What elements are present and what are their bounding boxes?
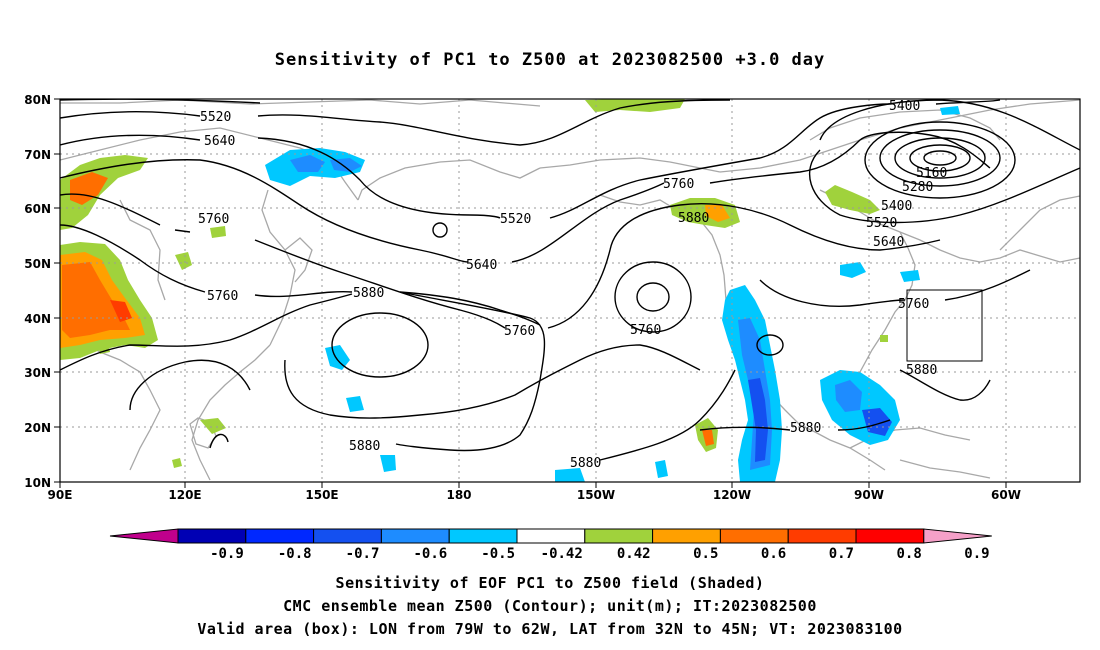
contour-label: 5880 <box>353 286 384 301</box>
valid-area-box <box>906 289 983 362</box>
closed-contours <box>331 99 1080 378</box>
contour-label: 5880 <box>349 439 380 454</box>
lon-label: 150E <box>305 488 338 502</box>
colorbar-label: 0.8 <box>897 546 922 562</box>
lon-label: 120W <box>713 488 751 502</box>
chart-title: Sensitivity of PC1 to Z500 at 2023082500… <box>274 50 826 70</box>
lat-label: 60N <box>24 202 51 216</box>
contour-label: 5760 <box>898 297 929 312</box>
lat-label: 80N <box>24 93 51 107</box>
colorbar-segment <box>313 528 382 544</box>
lon-label: 90E <box>48 488 73 502</box>
contour-label: 5400 <box>889 99 920 114</box>
colorbar-label: 0.9 <box>964 546 989 562</box>
lon-label: 150W <box>577 488 615 502</box>
contour-label: 5520 <box>500 212 531 227</box>
contour-label: 5760 <box>207 289 238 304</box>
contour-label: 5760 <box>630 323 661 338</box>
contour-label: 5640 <box>466 258 497 273</box>
colorbar-label: -0.7 <box>346 546 380 562</box>
colorbar-segment <box>516 528 586 544</box>
colorbar-label: -0.42 <box>541 546 583 562</box>
colorbar-segment <box>380 528 450 544</box>
contour-label: 5880 <box>678 211 709 226</box>
lon-label: 60W <box>991 488 1021 502</box>
lat-label: 20N <box>24 421 51 435</box>
shading-negative <box>265 106 960 482</box>
axis-ticks <box>54 98 1007 488</box>
contour-label: 5760 <box>198 212 229 227</box>
colorbar-segment <box>448 528 518 544</box>
contour-label: 5400 <box>881 199 912 214</box>
contour-label: 5520 <box>866 216 897 231</box>
lat-label: 30N <box>24 366 51 380</box>
colorbar-label: 0.6 <box>761 546 786 562</box>
lat-labels: 80N 70N 60N 50N 40N 30N 20N 10N <box>24 93 51 490</box>
contour-label: 5760 <box>663 177 694 192</box>
colorbar-label: -0.6 <box>413 546 447 562</box>
contour-label: 5640 <box>873 235 904 250</box>
colorbar-label: -0.8 <box>278 546 312 562</box>
lon-label: 120E <box>168 488 201 502</box>
shading-positive <box>60 99 888 468</box>
colorbar-label: 0.7 <box>829 546 854 562</box>
lon-labels: 90E 120E 150E 180 150W 120W 90W 60W <box>48 488 1021 502</box>
lon-label: 90W <box>854 488 884 502</box>
contour-label: 5880 <box>906 363 937 378</box>
z500-contours <box>60 99 1001 461</box>
colorbar-label: -0.5 <box>481 546 515 562</box>
colorbar-label: 0.5 <box>693 546 718 562</box>
colorbar-arrow-left <box>109 528 179 544</box>
colorbar-label: 0.42 <box>617 546 651 562</box>
colorbar-segment <box>787 528 857 544</box>
colorbar-label: -0.9 <box>210 546 244 562</box>
colorbar-segment <box>719 528 789 544</box>
contour-label: 5640 <box>204 134 235 149</box>
contour-label: 5760 <box>504 324 535 339</box>
caption-valid-area: Valid area (box): LON from 79W to 62W, L… <box>197 620 903 638</box>
contour-label: 5520 <box>200 110 231 125</box>
lon-label: 180 <box>446 488 471 502</box>
colorbar-segment <box>584 528 654 544</box>
contour-label: 5280 <box>902 180 933 195</box>
colorbar: -0.9 -0.8 -0.7 -0.6 -0.5 -0.42 0.42 0.5 0.6 0.7 0.… <box>109 528 992 562</box>
colorbar-segment <box>652 528 721 544</box>
contour-label: 5880 <box>570 456 601 471</box>
caption-shading: Sensitivity of EOF PC1 to Z500 field (Sh… <box>335 574 765 592</box>
lat-label: 50N <box>24 257 51 271</box>
colorbar-arrow-right <box>923 528 992 544</box>
lat-label: 40N <box>24 312 51 326</box>
contour-label: 5160 <box>916 166 947 181</box>
caption-contour: CMC ensemble mean Z500 (Contour); unit(m… <box>283 597 817 615</box>
lat-label: 70N <box>24 148 51 162</box>
contour-label: 5880 <box>790 421 821 436</box>
lat-label: 10N <box>24 476 51 490</box>
colorbar-segment <box>177 528 247 544</box>
colorbar-segment <box>855 528 925 544</box>
contour-labels: 5400 5520 5640 5160 5280 5400 5520 5640 … <box>198 99 947 471</box>
plot-frame <box>59 98 1081 483</box>
gridlines <box>60 99 1080 482</box>
colorbar-segment <box>245 528 315 544</box>
